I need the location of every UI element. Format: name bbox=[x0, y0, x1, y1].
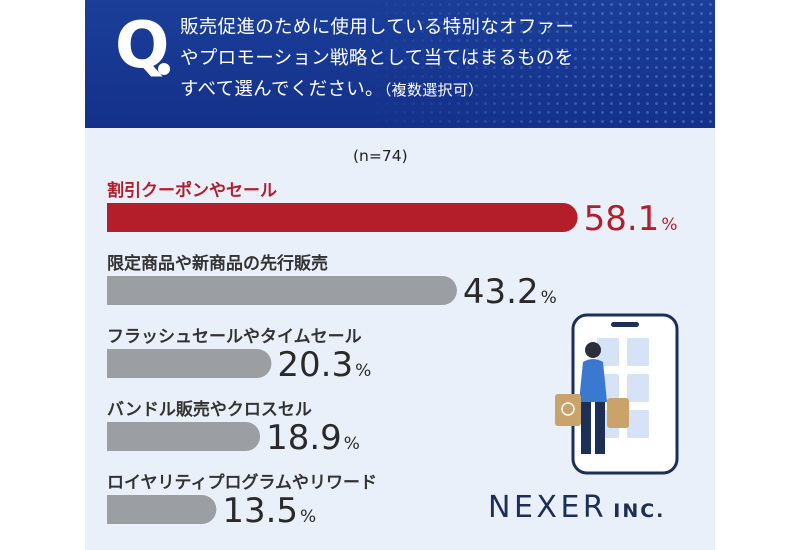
logo-name: NEXER bbox=[488, 490, 608, 525]
bar bbox=[107, 276, 457, 305]
bar bbox=[107, 422, 261, 451]
bar bbox=[107, 495, 217, 524]
nexer-logo: NEXER INC. bbox=[488, 490, 665, 525]
category-label: 割引クーポンやセール bbox=[107, 180, 277, 201]
category-label: ロイヤリティプログラムやリワード bbox=[107, 472, 377, 493]
category-label: バンドル販売やクロスセル bbox=[107, 399, 312, 420]
value-label: 58.1% bbox=[584, 199, 678, 239]
logo-suffix: INC. bbox=[613, 500, 666, 522]
category-label: 限定商品や新商品の先行販売 bbox=[107, 253, 328, 274]
category-label: フラッシュセールやタイムセール bbox=[107, 327, 362, 347]
value-label: 20.3% bbox=[277, 345, 371, 385]
q-dot bbox=[158, 63, 170, 75]
value-label: 43.2% bbox=[463, 272, 557, 312]
question-header: Q 販売促進のために使用している特別なオファー やプロモーション戦略として当ては… bbox=[85, 0, 715, 128]
value-label: 13.5% bbox=[222, 491, 316, 531]
question-text: 販売促進のために使用している特別なオファー やプロモーション戦略として当てはまる… bbox=[180, 12, 705, 106]
bar-chart: 割引クーポンやセール 58.1 % 限定商品や新商品の先行販売 43.2 % フラッシュセー… bbox=[107, 180, 678, 531]
dot-pattern bbox=[355, 0, 715, 128]
bar bbox=[107, 203, 578, 232]
sample-size: (n=74) bbox=[353, 147, 408, 165]
survey-card: Q 販売促進のために使用している特別なオファー やプロモーション戦略として当ては… bbox=[85, 0, 715, 550]
value-label: 18.9% bbox=[266, 418, 360, 458]
question-line-1: 販売促進のために使用している特別なオファー bbox=[180, 17, 575, 38]
question-note: （複数選択可） bbox=[383, 81, 484, 99]
bar bbox=[107, 349, 272, 378]
question-line-2: やプロモーション戦略として当てはまるものを bbox=[180, 48, 574, 69]
shopping-phone-illustration bbox=[555, 313, 679, 475]
question-line-3: すべて選んでください。 bbox=[180, 79, 384, 100]
